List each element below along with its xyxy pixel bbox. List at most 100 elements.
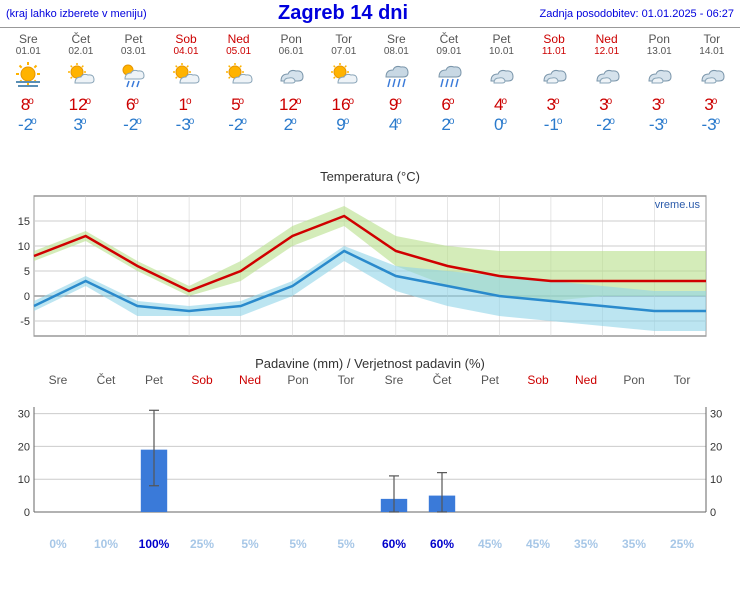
day-of-week: Tor <box>686 32 739 46</box>
svg-text:0: 0 <box>24 507 30 519</box>
precip-probability: 25% <box>178 537 226 551</box>
weather-icon <box>212 59 265 93</box>
precip-day-label: Tor <box>658 373 706 387</box>
svg-text:10: 10 <box>18 474 30 486</box>
day-header: Tor07.01 <box>317 32 370 57</box>
low-temp: 9o <box>317 115 370 135</box>
day-of-week: Sre <box>370 32 423 46</box>
precip-probability: 5% <box>322 537 370 551</box>
precip-probability: 0% <box>34 537 82 551</box>
day-date: 05.01 <box>212 46 265 57</box>
low-temp: -2o <box>2 115 55 135</box>
day-of-week: Ned <box>212 32 265 46</box>
day-date: 14.01 <box>686 46 739 57</box>
svg-text:5: 5 <box>24 266 30 278</box>
weather-icon <box>686 59 739 93</box>
high-temp: 3o <box>633 95 686 115</box>
svg-text:20: 20 <box>710 441 722 453</box>
weather-icon <box>2 59 55 93</box>
day-of-week: Sob <box>528 32 581 46</box>
precip-day-label: Čet <box>418 373 466 387</box>
low-temp-row: -2o3o-2o-3o-2o2o9o4o2o0o-1o-2o-3o-3o <box>0 115 740 135</box>
low-temp: 2o <box>423 115 476 135</box>
header: (kraj lahko izberete v meniju) Zagreb 14… <box>0 0 740 28</box>
high-temp: 12o <box>265 95 318 115</box>
day-header: Sob11.01 <box>528 32 581 57</box>
day-date: 07.01 <box>317 46 370 57</box>
weather-icon <box>528 59 581 93</box>
day-date: 10.01 <box>475 46 528 57</box>
low-temp: -3o <box>160 115 213 135</box>
precip-day-label: Sre <box>34 373 82 387</box>
day-date: 03.01 <box>107 46 160 57</box>
day-header: Pet10.01 <box>475 32 528 57</box>
high-temp: 5o <box>212 95 265 115</box>
day-header: Pon06.01 <box>265 32 318 57</box>
day-of-week: Sre <box>2 32 55 46</box>
day-date: 01.01 <box>2 46 55 57</box>
precip-day-labels: SreČetPetSobNedPonTorSreČetPetSobNedPonT… <box>4 373 736 387</box>
temperature-chart: -5051015vreme.us <box>4 186 736 346</box>
precip-probability: 60% <box>418 537 466 551</box>
day-date: 11.01 <box>528 46 581 57</box>
weather-icon <box>107 59 160 93</box>
day-of-week: Čet <box>423 32 476 46</box>
day-date: 04.01 <box>160 46 213 57</box>
day-date: 09.01 <box>423 46 476 57</box>
weather-icon <box>160 59 213 93</box>
precip-probability: 35% <box>562 537 610 551</box>
weather-icon <box>317 59 370 93</box>
precip-day-label: Sob <box>514 373 562 387</box>
precip-probability: 45% <box>514 537 562 551</box>
precip-probability: 60% <box>370 537 418 551</box>
low-temp: 3o <box>55 115 108 135</box>
low-temp: -2o <box>107 115 160 135</box>
svg-text:vreme.us: vreme.us <box>655 199 701 211</box>
updated-text: Zadnja posodobitev: 01.01.2025 - 06:27 <box>540 8 734 20</box>
day-date: 13.01 <box>633 46 686 57</box>
high-temp: 6o <box>423 95 476 115</box>
page-title: Zagreb 14 dni <box>278 2 408 25</box>
day-of-week: Ned <box>580 32 633 46</box>
high-temp-row: 8o12o6o1o5o12o16o9o6o4o3o3o3o3o <box>0 95 740 115</box>
weather-icon-row <box>0 57 740 95</box>
day-of-week-row: Sre01.01Čet02.01Pet03.01Sob04.01Ned05.01… <box>0 28 740 57</box>
high-temp: 6o <box>107 95 160 115</box>
svg-text:10: 10 <box>710 474 722 486</box>
menu-hint: (kraj lahko izberete v meniju) <box>6 8 147 20</box>
day-header: Čet02.01 <box>55 32 108 57</box>
precip-probability: 100% <box>130 537 178 551</box>
precip-probability: 10% <box>82 537 130 551</box>
svg-text:0: 0 <box>710 507 716 519</box>
day-of-week: Čet <box>55 32 108 46</box>
day-header: Čet09.01 <box>423 32 476 57</box>
precip-probability: 25% <box>658 537 706 551</box>
low-temp: 4o <box>370 115 423 135</box>
svg-text:15: 15 <box>18 216 30 228</box>
precip-probability: 5% <box>274 537 322 551</box>
precip-day-label: Sob <box>178 373 226 387</box>
day-of-week: Tor <box>317 32 370 46</box>
day-of-week: Pet <box>475 32 528 46</box>
precip-chart-title: Padavine (mm) / Verjetnost padavin (%) <box>4 356 736 371</box>
low-temp: -2o <box>580 115 633 135</box>
high-temp: 16o <box>317 95 370 115</box>
precip-day-label: Ned <box>226 373 274 387</box>
weather-icon <box>580 59 633 93</box>
day-date: 06.01 <box>265 46 318 57</box>
temp-chart-title: Temperatura (°C) <box>4 169 736 184</box>
low-temp: -3o <box>686 115 739 135</box>
svg-text:10: 10 <box>18 241 30 253</box>
day-of-week: Pet <box>107 32 160 46</box>
day-date: 12.01 <box>580 46 633 57</box>
precip-day-label: Sre <box>370 373 418 387</box>
precip-day-label: Tor <box>322 373 370 387</box>
precip-day-label: Pet <box>466 373 514 387</box>
weather-icon <box>423 59 476 93</box>
svg-text:30: 30 <box>710 409 722 421</box>
high-temp: 4o <box>475 95 528 115</box>
low-temp: 2o <box>265 115 318 135</box>
low-temp: -3o <box>633 115 686 135</box>
high-temp: 3o <box>580 95 633 115</box>
high-temp: 8o <box>2 95 55 115</box>
